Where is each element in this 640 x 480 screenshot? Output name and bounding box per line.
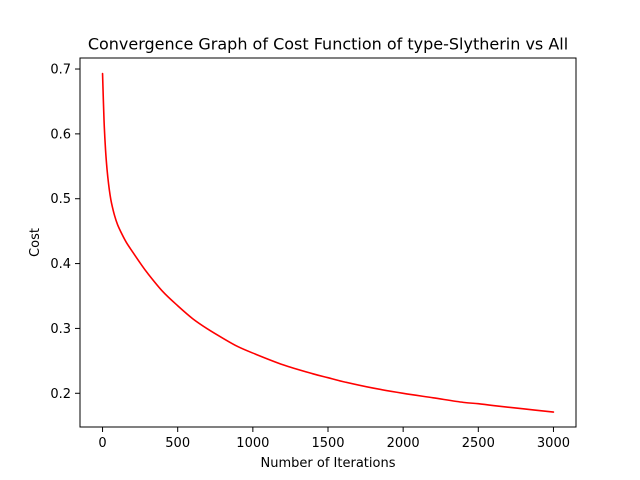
x-tick-label: 1000	[236, 436, 269, 451]
y-tick-label: 0.6	[50, 127, 71, 142]
x-axis: 0 500 1000 1500 2000 2500 3000	[98, 427, 570, 451]
x-tick-label: 500	[165, 436, 190, 451]
x-tick-label: 3000	[537, 436, 570, 451]
y-tick-label: 0.2	[50, 387, 71, 402]
x-tick-label: 0	[98, 436, 106, 451]
y-tick-label: 0.4	[50, 257, 71, 272]
y-tick-label: 0.5	[50, 192, 71, 207]
x-tick-label: 2500	[462, 436, 495, 451]
y-tick-label: 0.7	[50, 63, 71, 78]
chart-title: Convergence Graph of Cost Function of ty…	[88, 35, 568, 54]
cost-series-line	[101, 72, 555, 413]
y-tick-label: 0.3	[50, 322, 71, 337]
x-tick-label: 2000	[387, 436, 420, 451]
y-axis: 0.2 0.3 0.4 0.5 0.6 0.7	[50, 63, 80, 402]
y-axis-label: Cost	[28, 228, 43, 257]
x-tick-label: 1500	[311, 436, 344, 451]
x-axis-label: Number of Iterations	[261, 456, 396, 471]
